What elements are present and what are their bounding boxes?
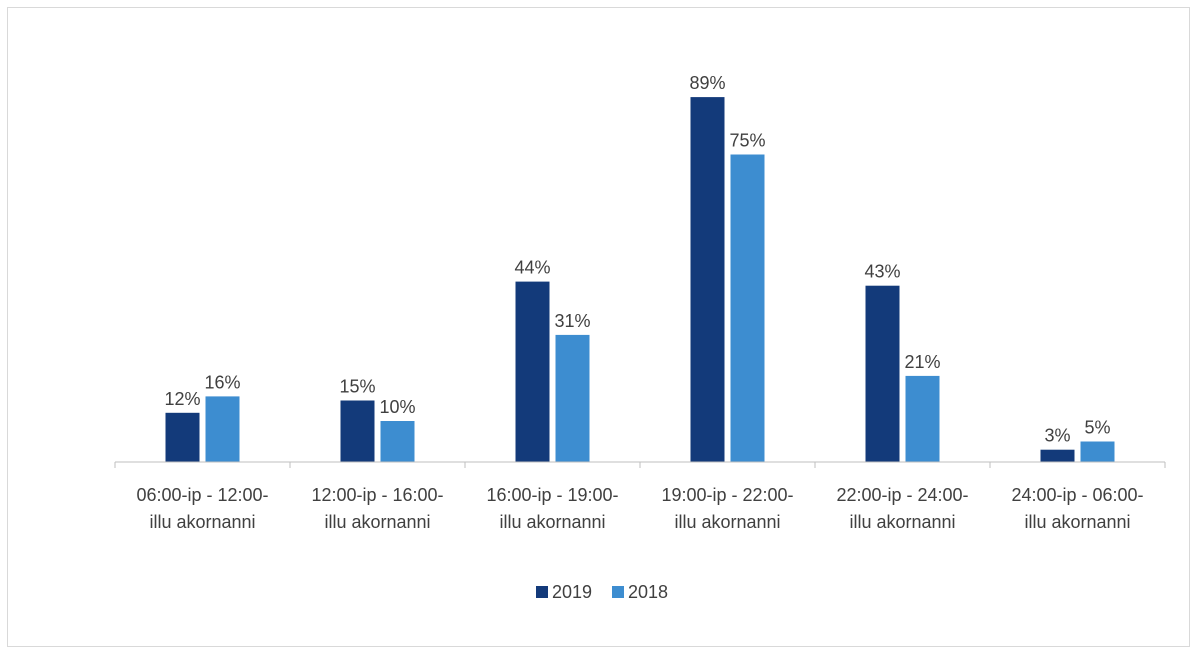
chart-frame xyxy=(7,7,1190,647)
legend-swatch-2018 xyxy=(612,586,624,598)
value-label-2019-5: 43% xyxy=(864,262,900,282)
bar-2018-6 xyxy=(1080,441,1115,462)
bar-chart: 12%16% 15%10% 44% 31% 89% 75% 43% 21% 3% 5% 06:00… xyxy=(114,73,1166,602)
category-label: 06:00-ip - 12:00- xyxy=(136,485,268,505)
value-label-2019-6: 3% xyxy=(1044,426,1070,446)
value-label-2018-1: 16% xyxy=(204,372,240,392)
value-label-2019-2: 15% xyxy=(339,377,375,397)
bar-2019-1 xyxy=(165,412,200,462)
category-labels-layer: 06:00-ip - 12:00- illu akornanni 12:00-ip … xyxy=(136,485,1143,532)
value-label-2018-3: 31% xyxy=(554,311,590,331)
bar-2018-1 xyxy=(205,396,240,462)
legend: 2019 2018 xyxy=(536,582,668,602)
category-label: illu akornanni xyxy=(849,512,955,532)
category-label: 16:00-ip - 19:00- xyxy=(486,485,618,505)
bar-2019-4 xyxy=(690,97,725,462)
bar-2018-5 xyxy=(905,375,940,462)
value-labels-layer: 12%16% 15%10% 44% 31% 89% 75% 43% 21% 3% 5% xyxy=(164,73,1110,446)
category-label: illu akornanni xyxy=(324,512,430,532)
value-label-2019-1: 12% xyxy=(164,389,200,409)
category-label: illu akornanni xyxy=(149,512,255,532)
bar-2018-3 xyxy=(555,334,590,462)
bar-2018-4 xyxy=(730,154,765,462)
value-label-2018-4: 75% xyxy=(729,131,765,151)
bar-2019-3 xyxy=(515,281,550,462)
value-label-2019-3: 44% xyxy=(514,258,550,278)
category-label: 12:00-ip - 16:00- xyxy=(311,485,443,505)
value-label-2018-5: 21% xyxy=(904,352,940,372)
category-label: illu akornanni xyxy=(674,512,780,532)
value-label-2018-6: 5% xyxy=(1084,418,1110,438)
bar-2019-5 xyxy=(865,285,900,462)
bars-layer xyxy=(165,97,1115,462)
bar-2019-2 xyxy=(340,400,375,462)
value-label-2019-4: 89% xyxy=(689,73,725,93)
bar-2018-2 xyxy=(380,421,415,462)
category-label: 22:00-ip - 24:00- xyxy=(836,485,968,505)
category-label: illu akornanni xyxy=(499,512,605,532)
category-label: 19:00-ip - 22:00- xyxy=(661,485,793,505)
legend-swatch-2019 xyxy=(536,586,548,598)
x-axis-ticks xyxy=(114,462,1166,468)
category-label: 24:00-ip - 06:00- xyxy=(1011,485,1143,505)
category-label: illu akornanni xyxy=(1024,512,1130,532)
bar-2019-6 xyxy=(1040,449,1075,462)
legend-label-2018: 2018 xyxy=(628,582,668,602)
legend-label-2019: 2019 xyxy=(552,582,592,602)
value-label-2018-2: 10% xyxy=(379,397,415,417)
